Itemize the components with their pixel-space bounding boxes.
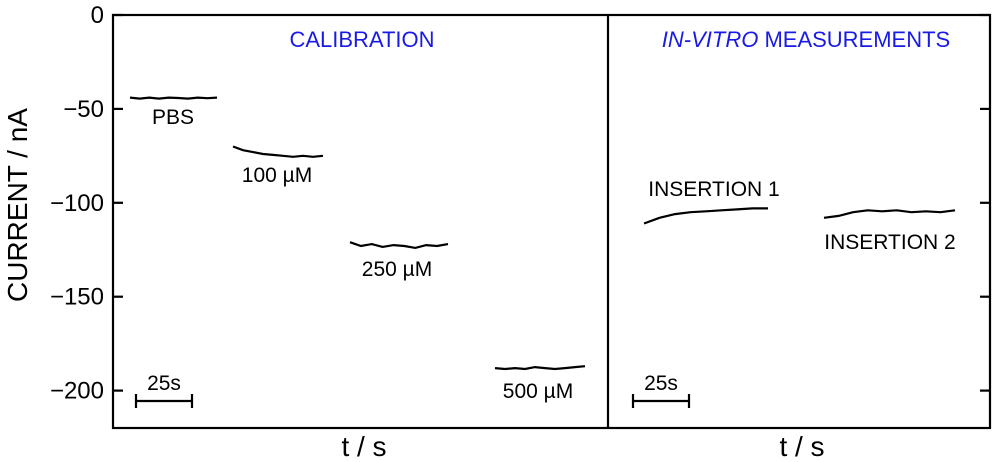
panel-title-right-italic: IN-VITRO (662, 27, 765, 52)
panel-title-in-vitro: IN-VITRO MEASUREMENTS (662, 27, 950, 52)
y-tick-label-200: −200 (50, 378, 104, 405)
y-axis-ticks (113, 13, 990, 392)
y-tick-label-150: −150 (50, 284, 104, 311)
scale-bar-left-label: 25s (147, 372, 181, 395)
x-axis-title-left: t / s (341, 431, 386, 462)
y-axis-tick-labels: 0 −50 −100 −150 −200 (50, 2, 104, 405)
y-axis-title: CURRENT / nA (2, 108, 33, 302)
y-tick-label-100: −100 (50, 190, 104, 217)
series-line-insertion-1 (643, 207, 768, 225)
panel-title-calibration: CALIBRATION (289, 27, 434, 52)
series-line-250um (349, 241, 449, 250)
series-line-500um (494, 365, 586, 371)
series-group (129, 96, 956, 371)
panel-title-left-normal: CALIBRATION (289, 27, 434, 52)
x-axis-title-right: t / s (779, 431, 824, 462)
series-line-pbs (129, 96, 218, 100)
y-tick-label-50: −50 (63, 96, 104, 123)
series-line-100um (232, 145, 324, 158)
scale-bar-right-label: 25s (644, 372, 678, 395)
series-label-pbs: PBS (152, 106, 194, 129)
series-line-insertion-2 (823, 209, 956, 219)
series-label-100um: 100 µM (242, 164, 312, 187)
scale-bar-right (631, 394, 691, 408)
series-label-insertion-1: INSERTION 1 (648, 178, 779, 201)
scale-bar-left (134, 394, 194, 408)
series-label-500um: 500 µM (503, 380, 573, 403)
y-tick-label-0: 0 (91, 2, 104, 29)
panel-frame (111, 13, 992, 430)
series-label-250um: 250 µM (362, 258, 432, 281)
panel-title-right-normal: MEASUREMENTS (764, 27, 950, 52)
series-label-insertion-2: INSERTION 2 (824, 231, 955, 254)
